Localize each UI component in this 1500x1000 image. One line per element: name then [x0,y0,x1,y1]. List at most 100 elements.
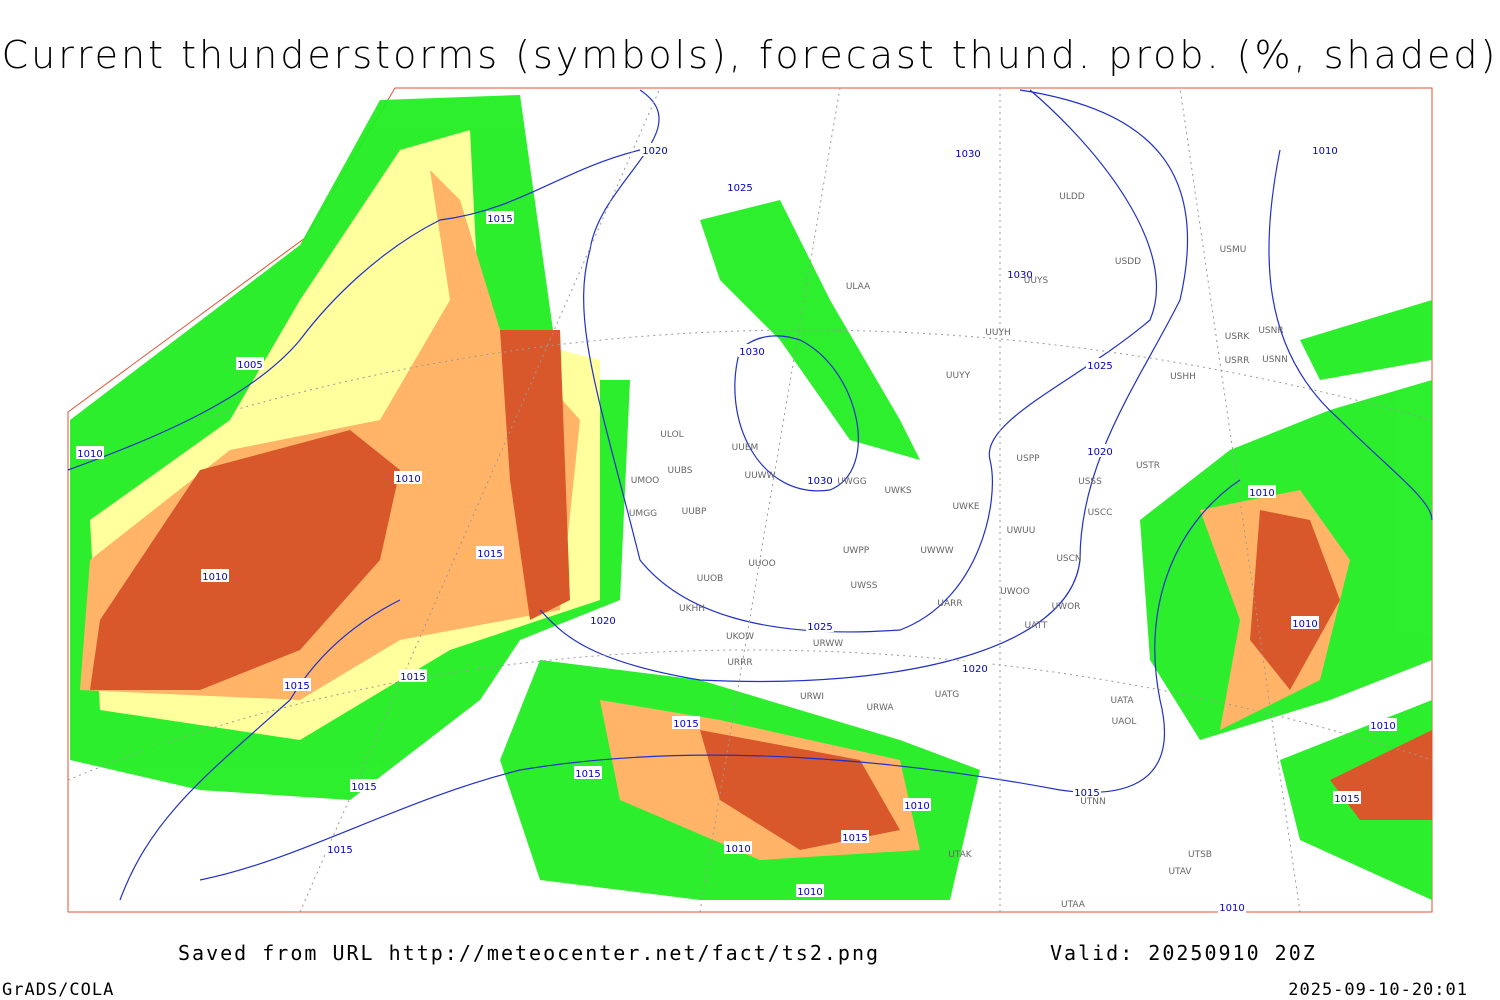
isobar-label-bg [806,473,834,486]
station-label: UWKE [952,502,979,512]
station-label: UMOO [631,476,660,486]
station-label: UATT [1025,621,1048,631]
station-label: UTSB [1188,850,1212,860]
isobar-label: 1015 [842,833,867,844]
station-label: USCN [1056,554,1081,564]
isobar-label: 1015 [400,672,425,683]
isobar-label-bg [1248,485,1276,498]
isobar-label: 1010 [725,844,750,855]
station-label: UUYH [985,328,1010,338]
isobar-label-bg [724,841,752,854]
isobar-label: 1010 [797,887,822,898]
station-label: USNR [1258,326,1283,336]
isobar-label-bg [1369,718,1397,731]
station-label: UWSS [851,581,878,591]
station-label: UKHH [679,604,705,614]
isobar-label: 1010 [1370,721,1395,732]
isobar-label: 1010 [904,801,929,812]
isobar-label-bg [903,798,931,811]
station-label: UTNN [1080,797,1106,807]
station-label: UWOO [1000,587,1030,597]
station-label: USDD [1115,257,1141,267]
isobar-label-bg [841,830,869,843]
valid-time: Valid: 20250910 20Z [1050,941,1317,965]
station-label: URWW [813,639,843,649]
isobar-label: 1015 [284,681,309,692]
isobar-label-bg [350,779,378,792]
station-label: UTAK [948,850,973,860]
station-label: UUBS [668,466,693,476]
credit: GrADS/COLA [2,980,114,1000]
isobar-label-bg [589,613,617,626]
station-label: URWA [866,703,894,713]
station-label: UATG [935,690,960,700]
isobar-label: 1015 [1334,794,1359,805]
isobar-label: 1010 [1292,619,1317,630]
isobar-label-bg [236,357,264,370]
station-label: USNN [1262,355,1288,365]
station-label: UUBP [682,507,707,517]
station-label: UUEM [732,443,759,453]
station-label: UUWW [745,471,776,481]
isobar-label-bg [486,211,514,224]
station-label: UTAV [1168,867,1192,877]
isobar-label: 1010 [202,572,227,583]
station-label: UWUU [1007,526,1036,536]
isobar-label: 1015 [1074,788,1099,799]
isobar-label: 1030 [807,476,832,487]
station-label: URRR [727,658,752,668]
station-label: USRR [1225,356,1250,366]
graticule [67,87,1433,913]
isobars [67,89,1433,901]
isobar-label: 1025 [807,622,832,633]
isobar-label: 1020 [642,146,667,157]
isobar-label-bg [1086,444,1114,457]
isobar-label-bg [1333,791,1361,804]
isobar-label-bg [641,143,669,156]
isobar-label: 1030 [955,149,980,160]
isobar-label-bg [1086,358,1114,371]
station-label: URWI [800,692,824,702]
isobar-label-bg [796,884,824,897]
station-label: USHH [1170,372,1196,382]
isobar-label: 1030 [1007,270,1032,281]
station-label: USCC [1088,508,1113,518]
station-label: USPP [1016,454,1040,464]
isobar-label: 1010 [1249,488,1274,499]
station-label: UUOB [697,574,723,584]
isobar-label: 1025 [727,183,752,194]
station-label: UWPP [843,546,870,556]
isobar-label: 1030 [739,347,764,358]
station-label: UAOL [1112,717,1137,727]
station-label: UATA [1110,696,1134,706]
map-labels: 1020 1015 1025 1030 1030 1010 1005 1010 1010 1030… [76,143,1397,914]
isobar-label-bg [672,716,700,729]
station-label: USTR [1136,461,1160,471]
station-label: UWGG [837,477,866,487]
isobar-label: 1015 [487,214,512,225]
isobar-label: 1020 [590,616,615,627]
isobar-label-bg [1006,267,1034,280]
isobar-label: 1015 [575,769,600,780]
isobar-label: 1010 [1312,146,1337,157]
isobar-label-bg [476,546,504,559]
station-label: UKOW [726,632,754,642]
isobar-label: 1015 [327,845,352,856]
station-label: ULOL [660,430,683,440]
station-label: USSS [1078,477,1102,487]
isobar-label-bg [574,766,602,779]
station-label: UMGG [629,509,657,519]
station-label: ULDD [1059,192,1085,202]
isobar-label: 1015 [477,549,502,560]
station-label: UWWW [920,546,953,556]
isobar-label-bg [76,446,104,459]
isobar-label-bg [283,678,311,691]
isobar-label-bg [1073,785,1101,798]
isobar-label-bg [326,842,354,855]
isobar-label-bg [954,146,982,159]
isobar-label: 1010 [77,449,102,460]
title: Current thunderstorms (symbols), forecas… [2,33,1499,77]
isobar-label: 1025 [1087,361,1112,372]
